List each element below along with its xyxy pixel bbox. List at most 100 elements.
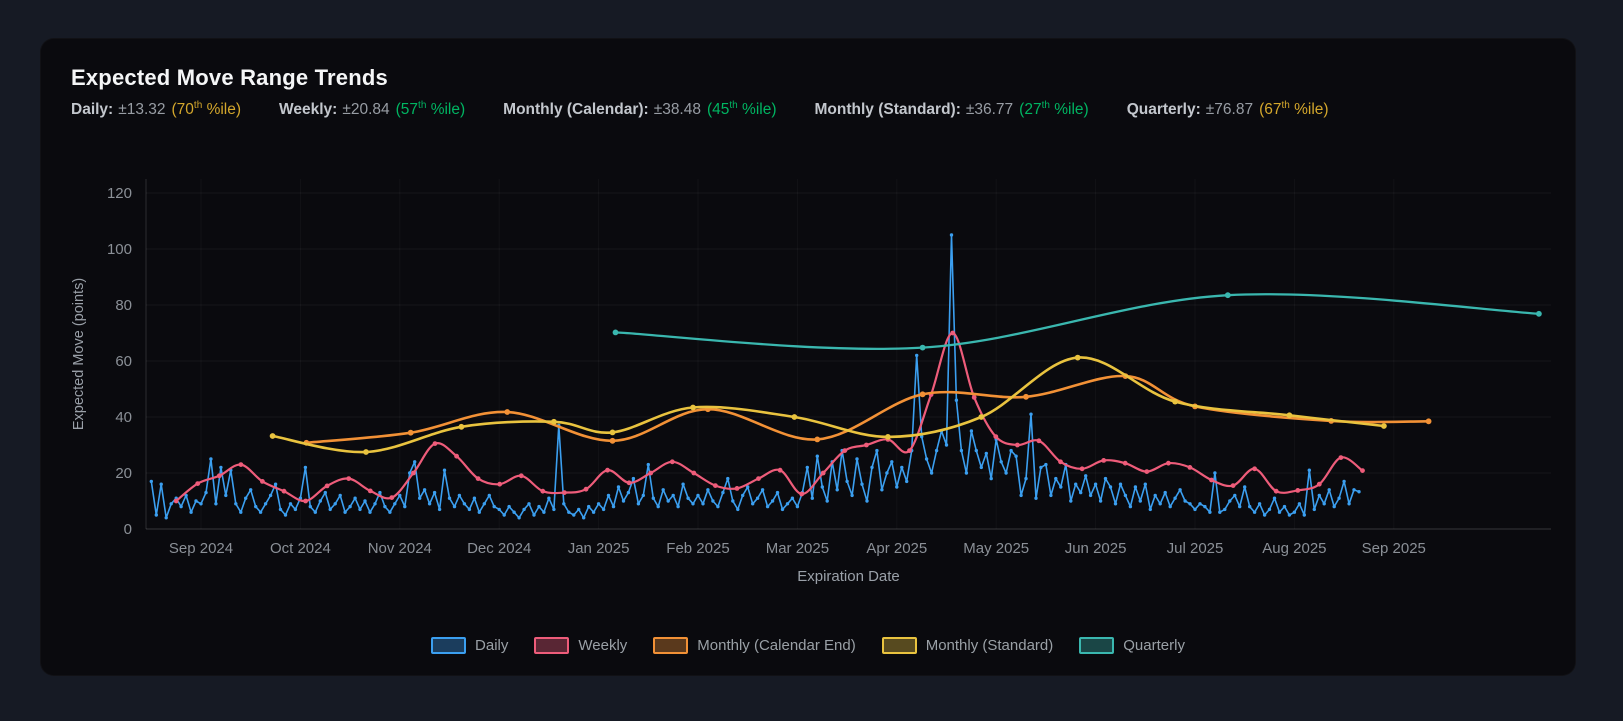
legend-label: Monthly (Calendar End) [697,637,856,654]
data-point-marker [447,496,452,500]
x-axis-title: Expiration Date [797,568,900,585]
y-tick-label: 80 [115,297,132,314]
data-point-marker [1536,310,1542,317]
expected-move-chart: 0 20 40 60 80 100 120 Sep 2024 Oct 2024 Nov 2024 D… [41,39,1575,675]
data-point-marker [860,482,864,486]
series-weekly [173,330,1365,504]
data-point-marker [1322,502,1326,506]
data-point-marker [616,485,621,489]
data-point-marker [651,496,655,500]
data-point-marker [1178,488,1182,492]
data-point-marker [1223,507,1227,512]
data-point-marker [1036,438,1042,444]
data-point-marker [1084,474,1088,478]
data-point-marker [254,504,258,509]
data-point-marker [656,504,660,509]
data-point-marker [954,398,959,402]
x-tick-label: Jan 2025 [568,540,630,557]
series-monthly-standard [269,354,1387,455]
data-point-marker [1273,488,1279,494]
data-point-marker [522,507,526,512]
legend-item-quarterly[interactable]: Quarterly [1079,637,1185,654]
stat-label: Monthly (Calendar): [503,101,649,118]
data-point-marker [875,448,879,453]
data-point-marker [1425,418,1432,425]
data-point-marker [1218,510,1222,514]
data-point-marker [1338,455,1344,460]
data-point-marker [1327,488,1331,492]
data-point-marker [1153,493,1157,498]
data-point-marker [432,441,438,446]
data-point-marker [641,493,645,498]
data-point-marker [691,502,695,506]
data-point-marker [621,499,626,503]
data-point-marker [323,490,327,495]
data-point-marker [701,502,705,506]
data-point-marker [751,502,755,506]
data-point-marker [1224,292,1231,299]
data-point-marker [676,504,680,509]
data-point-marker [885,434,891,440]
data-point-marker [343,510,347,514]
data-point-marker [407,429,414,436]
data-point-marker [346,476,352,481]
data-point-marker [1074,482,1078,486]
data-point-marker [518,473,524,479]
data-point-marker [799,491,805,497]
data-point-marker [971,395,977,400]
data-point-marker [596,502,601,506]
data-point-marker [333,502,337,506]
data-point-marker [199,502,203,506]
data-point-marker [1079,466,1085,472]
data-point-marker [865,499,869,503]
data-point-marker [164,516,168,520]
y-tick-label: 120 [107,185,132,202]
data-point-marker [293,507,298,512]
legend-item-monthly-calendar-end[interactable]: Monthly (Calendar End) [653,637,856,654]
stat-percentile: (67th %ile) [1259,99,1329,118]
data-point-marker [690,404,696,411]
chart-legend: Daily Weekly Monthly (Calendar End) Monthly… [41,637,1575,654]
data-point-marker [919,344,926,351]
data-point-marker [475,476,481,481]
x-tick-label: Sep 2024 [169,540,233,557]
legend-item-weekly[interactable]: Weekly [534,637,627,654]
legend-item-monthly-standard[interactable]: Monthly (Standard) [881,637,1053,654]
data-point-marker [661,488,665,492]
data-point-marker [626,490,631,495]
data-point-marker [1332,504,1336,509]
data-point-marker [669,459,675,465]
legend-label: Daily [475,637,509,654]
x-tick-label: Jun 2025 [1065,540,1127,557]
data-point-marker [741,493,745,498]
data-point-marker [716,504,720,509]
data-point-marker [1049,493,1053,498]
data-point-marker [855,457,859,461]
data-point-marker [900,465,904,470]
x-tick-label: Aug 2025 [1262,540,1326,557]
data-point-marker [234,502,238,506]
data-point-marker [353,496,357,500]
data-point-marker [1287,513,1292,517]
data-point-marker [760,488,765,492]
data-point-marker [388,510,392,514]
data-point-marker [1208,510,1212,514]
data-point-marker [949,233,954,237]
data-point-marker [929,471,934,475]
data-point-marker [249,488,253,492]
series-line [150,234,1360,519]
data-point-marker [1148,507,1153,512]
legend-swatch [881,637,917,654]
data-point-marker [1277,510,1282,514]
data-point-marker [194,499,198,503]
stat-item-4: Quarterly: ±76.87 (67th %ile) [1127,99,1329,119]
data-point-marker [179,504,183,509]
data-point-marker [626,480,632,486]
data-point-marker [224,493,228,498]
data-point-marker [268,493,273,498]
data-point-marker [389,495,395,500]
legend-item-daily[interactable]: Daily [431,637,508,654]
stat-value: ±38.48 [653,101,701,118]
data-point-marker [1352,488,1356,492]
data-point-marker [1297,502,1302,506]
